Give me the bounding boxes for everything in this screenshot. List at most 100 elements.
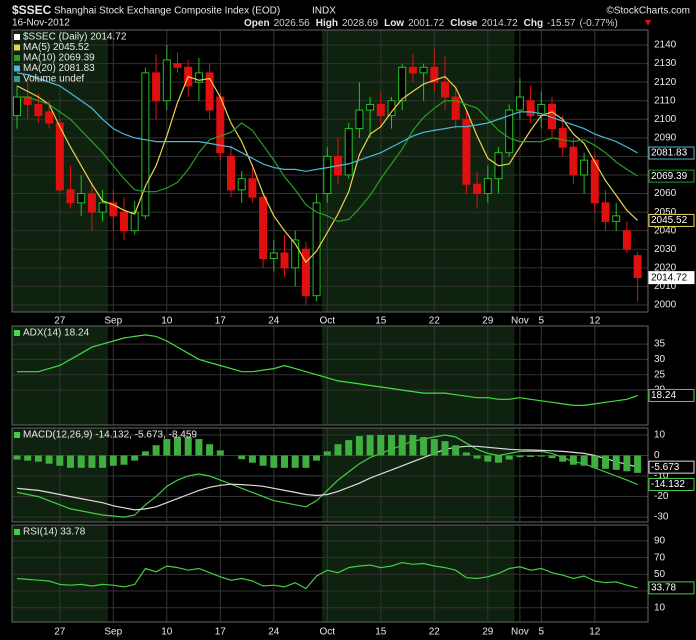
legend-label: MA(5) 2045.52: [23, 42, 90, 53]
panel-border: [11, 427, 649, 523]
y-tick-label: 2120: [654, 77, 677, 88]
y-tick-label: 10: [654, 602, 666, 613]
x-tick-label: 5: [539, 316, 545, 327]
candle-body: [462, 118, 471, 185]
histogram-bar: [206, 444, 214, 456]
histogram-bar: [141, 451, 149, 456]
candle-body: [376, 103, 385, 117]
candle-body: [98, 202, 107, 213]
candle-body: [590, 159, 599, 204]
histogram-bar: [120, 455, 128, 465]
histogram-bar: [56, 455, 64, 466]
index-name: Shanghai Stock Exchange Composite Index …: [54, 6, 280, 17]
y-tick-label: 35: [654, 339, 666, 350]
symbol: $SSEC: [12, 3, 52, 17]
stat-label: Close: [450, 18, 478, 29]
y-tick-label: 25: [654, 369, 666, 380]
stat-value: 2028.69: [342, 18, 379, 29]
x-tick-label: Oct: [320, 627, 336, 638]
candle-body: [323, 155, 332, 195]
candle-body: [194, 72, 203, 83]
histogram-bar: [248, 455, 256, 463]
candle-body: [601, 202, 610, 222]
candle-body: [66, 189, 75, 204]
panel-border: [11, 29, 649, 313]
y-tick-label: 2000: [654, 300, 677, 311]
value-tag: 33.78: [651, 583, 676, 594]
x-tick-label: 27: [54, 316, 66, 327]
candle-body: [622, 230, 631, 250]
candle-body: [419, 66, 428, 74]
x-tick-label: Sep: [104, 627, 122, 638]
candle-body: [109, 202, 118, 217]
candle-body: [451, 96, 460, 120]
histogram-bar: [195, 439, 203, 456]
histogram-bar: [484, 455, 492, 462]
y-tick-label: 2060: [654, 188, 677, 199]
histogram-bar: [430, 439, 438, 456]
x-tick-label: 10: [161, 627, 173, 638]
x-tick-label: 5: [539, 627, 545, 638]
x-tick-label: 22: [429, 627, 441, 638]
legend-swatch: [14, 76, 20, 82]
y-tick-label: 2130: [654, 58, 677, 69]
stat-value: 2001.72: [408, 18, 445, 29]
y-tick-label: 90: [654, 536, 666, 547]
histogram-bar: [67, 455, 74, 468]
candle-body: [13, 96, 21, 117]
histogram-bar: [548, 455, 556, 459]
candle-body: [55, 122, 64, 191]
value-tag: 18.24: [651, 390, 676, 401]
value-tag: 2014.72: [651, 272, 688, 283]
histogram-bar: [88, 455, 96, 468]
stat-value: -15.57: [547, 18, 576, 29]
histogram-bar: [559, 455, 567, 462]
candle-body: [558, 128, 567, 148]
candle-body: [291, 239, 300, 269]
histogram-bar: [441, 441, 449, 456]
histogram-bar: [24, 455, 32, 461]
histogram-bar: [569, 455, 577, 465]
histogram-bar: [152, 445, 160, 456]
date: 16-Nov-2012: [12, 18, 70, 29]
legend-label: RSI(14) 33.78: [23, 527, 86, 538]
y-tick-label: 2020: [654, 262, 677, 273]
candle-body: [526, 100, 535, 117]
candle-body: [633, 255, 642, 279]
histogram-bar: [473, 455, 481, 459]
value-tag-box: [648, 271, 695, 285]
stats: Open 2026.56 High 2028.69 Low 2001.72 Close 201…: [244, 18, 618, 29]
histogram-bar: [109, 455, 117, 466]
histogram-bar: [462, 452, 470, 456]
line: [17, 96, 638, 223]
candle-body: [34, 103, 43, 117]
histogram-bar: [355, 436, 363, 456]
panel-border: [11, 524, 649, 623]
y-tick-label: 50: [654, 569, 666, 580]
y-tick-label: 0: [654, 450, 660, 461]
histogram-bar: [174, 437, 181, 456]
candle-body: [430, 66, 439, 83]
value-tag: 2069.39: [651, 171, 688, 182]
y-tick-label: 2050: [654, 207, 677, 218]
x-tick-label: 24: [268, 316, 280, 327]
histogram-bar: [291, 455, 299, 468]
legend-label: ADX(14) 18.24: [23, 328, 90, 339]
histogram-bar: [99, 455, 107, 468]
candle-body: [280, 252, 289, 269]
stat-value: 2026.56: [274, 18, 311, 29]
candle-body: [515, 96, 524, 111]
histogram-bar: [366, 434, 374, 456]
candle-body: [130, 211, 139, 232]
candle-body: [366, 103, 375, 111]
candle-body: [312, 202, 321, 297]
histogram-bar: [345, 440, 353, 456]
y-tick-label: 10: [654, 430, 666, 441]
histogram-bar: [13, 455, 21, 460]
y-tick-label: 30: [654, 354, 666, 365]
legend-swatch: [14, 55, 20, 61]
candle-body: [45, 111, 54, 124]
candle-body: [441, 81, 449, 98]
histogram-bar: [623, 455, 631, 472]
